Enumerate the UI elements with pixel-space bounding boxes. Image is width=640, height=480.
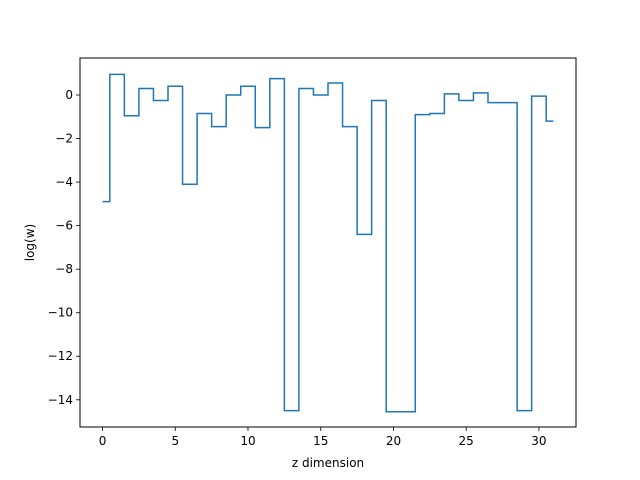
- x-tick-label: 20: [386, 434, 401, 448]
- series-line-0: [102, 73, 554, 413]
- x-tick-label: 5: [171, 434, 179, 448]
- x-tick-label: 15: [313, 434, 328, 448]
- x-tick-label: 30: [531, 434, 546, 448]
- y-tick-label: −10: [48, 306, 73, 320]
- y-tick-label: −12: [48, 349, 73, 363]
- x-tick-label: 0: [99, 434, 107, 448]
- x-tick-label: 25: [459, 434, 474, 448]
- y-tick-label: −6: [55, 219, 73, 233]
- y-tick-label: −14: [48, 393, 73, 407]
- y-tick-label: −4: [55, 175, 73, 189]
- x-tick-label: 10: [240, 434, 255, 448]
- y-axis-label: log(w): [23, 224, 37, 261]
- plot-area: [102, 73, 554, 413]
- axes-frame: [79, 57, 577, 428]
- y-tick-label: −2: [55, 132, 73, 146]
- x-axis: 0 5 10 15 20 25 30: [99, 427, 547, 448]
- y-tick-label: 0: [65, 88, 73, 102]
- y-tick-label: −8: [55, 262, 73, 276]
- x-axis-label: z dimension: [292, 456, 364, 470]
- y-axis: −14 −12 −10 −8 −6 −4 −2 0: [48, 88, 80, 407]
